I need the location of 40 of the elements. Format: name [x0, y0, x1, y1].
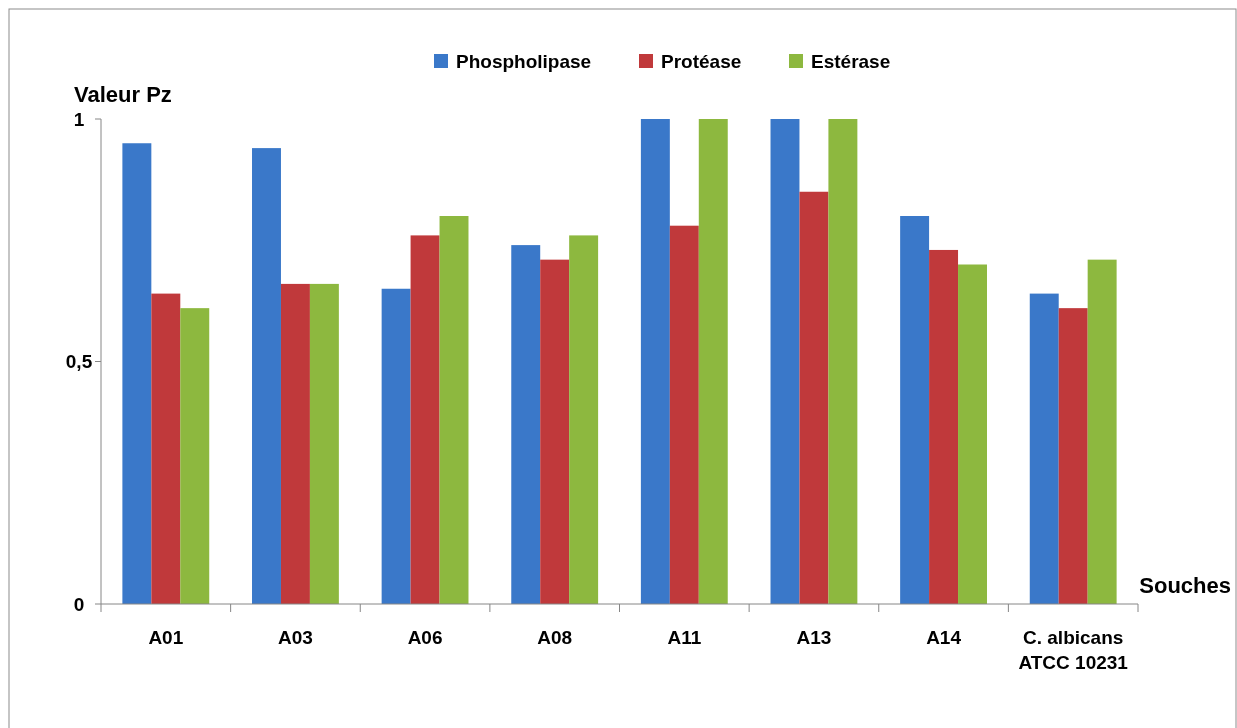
bar	[669, 225, 699, 604]
x-tick-label: A14	[926, 627, 962, 648]
bar	[381, 288, 411, 604]
bar	[958, 264, 987, 604]
bar	[698, 119, 728, 604]
x-tick-label: A01	[148, 627, 184, 648]
legend-label: Phospholipase	[456, 50, 592, 72]
bar	[640, 119, 670, 604]
bar	[569, 235, 599, 604]
bar	[410, 235, 440, 604]
bar	[309, 283, 339, 604]
bar	[252, 148, 281, 604]
bar	[151, 293, 181, 604]
bar	[929, 249, 959, 604]
x-tick-label: A13	[796, 627, 832, 648]
x-tick-label: A11	[667, 627, 702, 648]
y-tick-label: 1	[73, 108, 85, 130]
y-tick-label: 0	[73, 593, 85, 615]
bar	[280, 283, 310, 604]
x-tick-label: C. albicans ATCC 10231	[1018, 627, 1129, 673]
bar	[900, 216, 930, 604]
bar	[799, 191, 829, 604]
bar	[770, 119, 800, 604]
bar	[1029, 293, 1059, 604]
bar	[540, 259, 570, 604]
x-tick-label: A03	[278, 627, 313, 648]
bar	[439, 216, 469, 604]
x-tick-label: A08	[537, 627, 573, 648]
bar	[1058, 308, 1088, 604]
x-tick-label: A06	[407, 627, 443, 648]
bar	[1087, 259, 1117, 604]
bar	[511, 245, 541, 604]
y-axis-title: Valeur Pz	[74, 82, 172, 107]
legend-label: Protéase	[661, 50, 742, 72]
bar	[828, 119, 858, 604]
y-tick-label: 0,5	[65, 351, 93, 373]
x-axis-title: Souches	[1139, 573, 1231, 598]
bar	[122, 143, 152, 604]
bar	[180, 308, 210, 604]
legend-label: Estérase	[811, 50, 891, 72]
